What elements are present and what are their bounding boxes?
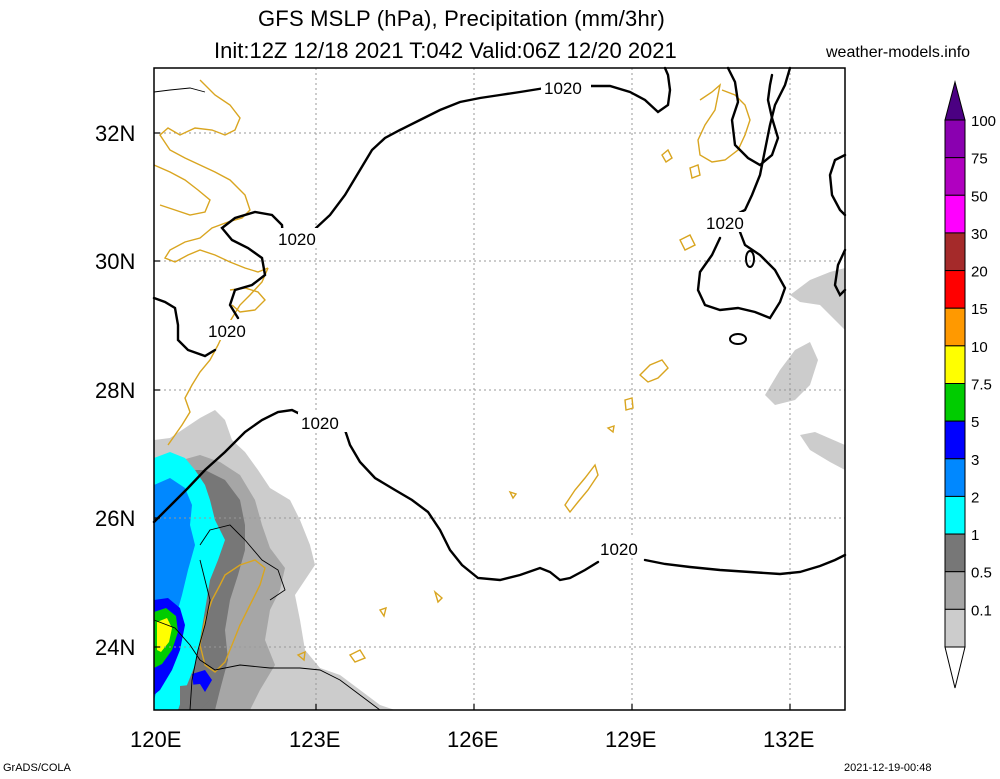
isobar-1020-japan-ne (733, 66, 792, 217)
colorbar-swatch-2 (944, 495, 966, 535)
isobar-1020-north-b (588, 66, 672, 114)
precip-1-spot-south (180, 684, 210, 710)
title-line1-text: GFS MSLP (hPa), Precipitation (mm/3hr) (258, 6, 665, 31)
isobar-1020-japan (696, 230, 787, 320)
isobar-label-5: 1020 (301, 414, 339, 433)
colorbar-label-10: 10 (971, 339, 988, 356)
isobar-1020-north (314, 86, 547, 230)
footer-software: GrADS/COLA (3, 762, 71, 774)
boundary-south-3 (189, 559, 211, 711)
boundary-south-2 (153, 619, 381, 711)
colorbar-swatch-5 (944, 420, 966, 460)
coast-japan-kyushu (697, 83, 751, 163)
isobar-label-1: 1020 (544, 79, 582, 98)
axis-labels: 120E 123E 126E 129E 132E 32N 30N 28N 26N… (95, 121, 814, 752)
colorbar-label-0.1: 0.1 (971, 602, 992, 619)
coast-taiwan (199, 559, 266, 673)
boundary-south-1 (199, 524, 286, 601)
coast-japan-islands (661, 148, 701, 251)
lat-label-26: 26N (95, 506, 135, 531)
isobar-1020-far-east-2 (833, 248, 847, 298)
lon-label-120: 120E (130, 727, 181, 752)
coast-china-north (159, 79, 269, 273)
axis-ticks (154, 132, 791, 710)
colorbar-swatch-30 (944, 232, 966, 272)
precip-0.1-region-east2 (765, 342, 818, 405)
admin-boundaries (153, 87, 381, 711)
colorbar-label-1: 1 (971, 527, 979, 544)
colorbar-label-3: 3 (971, 452, 979, 469)
map-title-line2: Init:12Z 12/18 2021 T:042 Valid:06Z 12/2… (214, 38, 677, 63)
colorbar-label-0.5: 0.5 (971, 565, 992, 582)
isobar-1020-mid-b (343, 428, 600, 582)
isobar-label-6: 1020 (600, 540, 638, 559)
colorbar-label-7.5: 7.5 (971, 377, 992, 394)
colorbar-swatch-1 (944, 533, 966, 573)
colorbar-swatch-20 (944, 270, 966, 309)
colorbar-label-30: 30 (971, 226, 988, 243)
precip-10-region (157, 618, 172, 652)
footer-timestamp: 2021-12-19-00:48 (844, 762, 932, 774)
colorbar-swatch-100 (944, 119, 966, 159)
colorbar-label-50: 50 (971, 188, 988, 205)
colorbar-label-75: 75 (971, 151, 988, 168)
colorbar-swatch-75 (944, 157, 966, 196)
colorbar-swatch-50 (944, 194, 966, 234)
isobar-label-2: 1020 (278, 230, 316, 249)
colorbar: 100 75 50 30 20 15 10 7.5 5 3 2 1 0.5 0.1 (944, 80, 996, 689)
coast-amami (638, 359, 669, 383)
isobar-1020-west (152, 296, 217, 358)
isobar-1020-mid (152, 408, 302, 524)
precip-0.1-region-east1 (790, 268, 845, 330)
isobar-small-closed-1 (745, 250, 755, 268)
isobar-label-group: 1020 1020 1020 1020 1020 1020 (205, 77, 751, 559)
isobar-1020-coast (220, 210, 285, 320)
map-frame (153, 67, 846, 711)
isobar-1020-japan-north (726, 66, 780, 167)
coast-china-south (167, 267, 269, 446)
lon-label-123: 123E (289, 727, 340, 752)
colorbar-swatch-3 (944, 458, 966, 497)
coast-china-inlet (153, 164, 211, 216)
lon-label-126: 126E (447, 727, 498, 752)
isobar-1020-east (643, 553, 847, 576)
colorbar-swatch-10 (944, 345, 966, 385)
colorbar-label-20: 20 (971, 264, 988, 281)
colorbar-label-15: 15 (971, 301, 988, 318)
colorbar-label-100: 100 (971, 113, 996, 130)
coast-small-islands (296, 397, 634, 663)
isobar-label-3: 1020 (706, 214, 744, 233)
lat-label-30: 30N (95, 249, 135, 274)
coast-okinawa (564, 463, 599, 514)
colorbar-top-cap (944, 80, 966, 121)
colorbar-swatch-0.5 (944, 571, 966, 610)
colorbar-label-5: 5 (971, 414, 979, 431)
isobar-1020-far-east (828, 153, 847, 217)
boundary-north (153, 87, 206, 93)
lat-label-28: 28N (95, 378, 135, 403)
lat-label-24: 24N (95, 635, 135, 660)
precip-0.1-region-east3 (800, 432, 845, 470)
colorbar-swatch-0.1 (944, 608, 966, 648)
colorbar-bottom-cap (944, 646, 966, 689)
lon-label-129: 129E (605, 727, 656, 752)
colorbar-label-2: 2 (971, 489, 979, 506)
map-grid (154, 68, 845, 710)
colorbar-swatch-7.5 (944, 383, 966, 422)
site-label: weather-models.info (826, 44, 971, 61)
lon-label-132: 132E (763, 727, 814, 752)
lat-label-32: 32N (95, 121, 135, 146)
colorbar-swatch-15 (944, 307, 966, 347)
isobar-small-closed-2 (729, 333, 747, 345)
precipitation-shading (154, 268, 845, 710)
isobars (152, 66, 847, 582)
isobar-label-4: 1020 (208, 322, 246, 341)
